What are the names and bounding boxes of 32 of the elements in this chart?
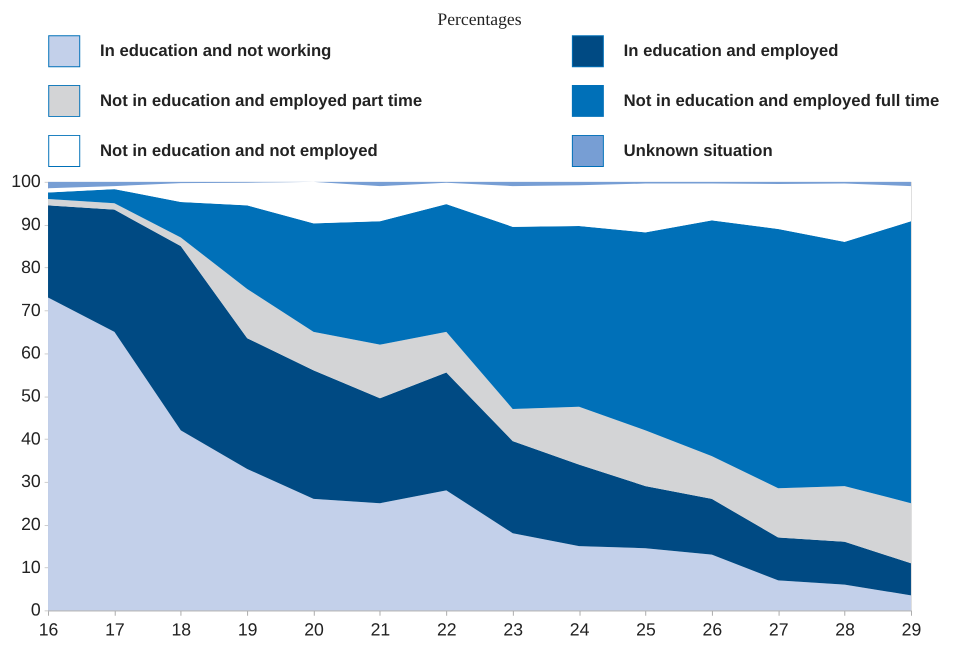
- chart-title: Percentages: [437, 8, 522, 29]
- x-tick-label: 16: [38, 619, 59, 640]
- y-tick-label: 0: [30, 600, 41, 620]
- legend-label: Not in education and employed part time: [100, 90, 422, 110]
- x-tick-label: 22: [437, 619, 457, 640]
- x-tick-label: 18: [171, 619, 192, 640]
- y-tick-label: 80: [21, 256, 41, 277]
- y-tick-label: 100: [11, 171, 41, 192]
- x-tick-label: 28: [835, 619, 856, 640]
- x-tick-label: 24: [570, 619, 590, 640]
- legend-label: Not in education and employed full time: [624, 90, 940, 110]
- legend-label: Not in education and not employed: [100, 140, 378, 160]
- y-tick-label: 20: [21, 514, 41, 534]
- x-tick-label: 17: [105, 619, 125, 640]
- y-tick-label: 50: [21, 385, 41, 406]
- y-tick-label: 40: [21, 428, 41, 448]
- y-tick-label: 30: [21, 471, 41, 492]
- x-tick-label: 20: [304, 619, 324, 640]
- legend-label: In education and not working: [100, 41, 332, 60]
- x-tick-label: 23: [503, 619, 524, 640]
- x-tick-label: 26: [702, 619, 722, 640]
- x-tick-label: 21: [370, 619, 390, 640]
- y-tick-label: 90: [21, 214, 41, 234]
- x-tick-label: 25: [636, 619, 656, 640]
- y-tick-label: 60: [21, 342, 41, 363]
- x-tick-label: 19: [238, 619, 258, 640]
- legend-label: Unknown situation: [624, 140, 773, 160]
- y-tick-label: 10: [21, 556, 41, 577]
- y-tick-label: 70: [21, 300, 41, 320]
- x-tick-label: 29: [902, 619, 922, 640]
- legend-label: In education and employed: [624, 41, 838, 60]
- x-tick-label: 27: [768, 619, 789, 640]
